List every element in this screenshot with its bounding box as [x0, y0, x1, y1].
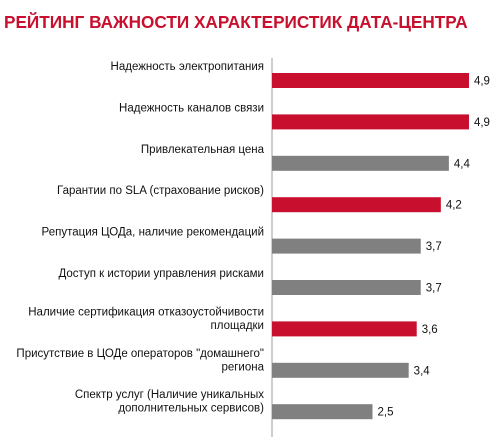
data-label: 4,4 [454, 158, 471, 170]
tick-label: дополнительных сервисов) [118, 403, 264, 415]
tick-label: Надежность электропитания [111, 61, 264, 73]
bars-layer: 4,9 Надежность электропитания 4,9 Надежност… [16, 61, 490, 420]
bar [272, 238, 421, 254]
tick-label: Гарантии по SLA (страхование рисков) [57, 185, 264, 197]
data-label: 4,2 [446, 200, 462, 212]
chart-title: РЕЙТИНГ ВАЖНОСТИ ХАРАКТЕРИСТИК ДАТА-ЦЕНТ… [4, 12, 468, 32]
tick-label: Присутствие в ЦОДе операторов "домашнего… [16, 348, 264, 360]
tick-label: Доступ к истории управления рисками [58, 268, 264, 280]
tick-label: Наличие сертификация отказоустойчивости [28, 306, 264, 318]
tick-label: Привлекательная цена [141, 144, 265, 156]
bar [272, 280, 421, 295]
data-label: 4,9 [474, 117, 490, 129]
bar [272, 155, 449, 171]
bar [272, 321, 417, 337]
tick-label: Надежность каналов связи [119, 102, 264, 114]
data-label: 3,6 [422, 324, 438, 336]
tick-label: площадки [211, 320, 265, 332]
bar [272, 404, 373, 420]
data-label: 3,4 [414, 365, 431, 377]
data-label: 4,9 [474, 76, 490, 88]
bar [272, 114, 469, 130]
tick-label: Репутация ЦОДа, наличие рекомендаций [42, 227, 264, 239]
bar [272, 73, 469, 88]
tick-label: Спектр услуг (Наличие уникальных [75, 389, 264, 401]
data-label: 3,7 [426, 283, 442, 295]
bar [272, 362, 409, 378]
data-label: 2,5 [378, 407, 394, 419]
data-label: 3,7 [426, 241, 442, 253]
bar [272, 197, 441, 213]
tick-label: региона [221, 361, 264, 373]
